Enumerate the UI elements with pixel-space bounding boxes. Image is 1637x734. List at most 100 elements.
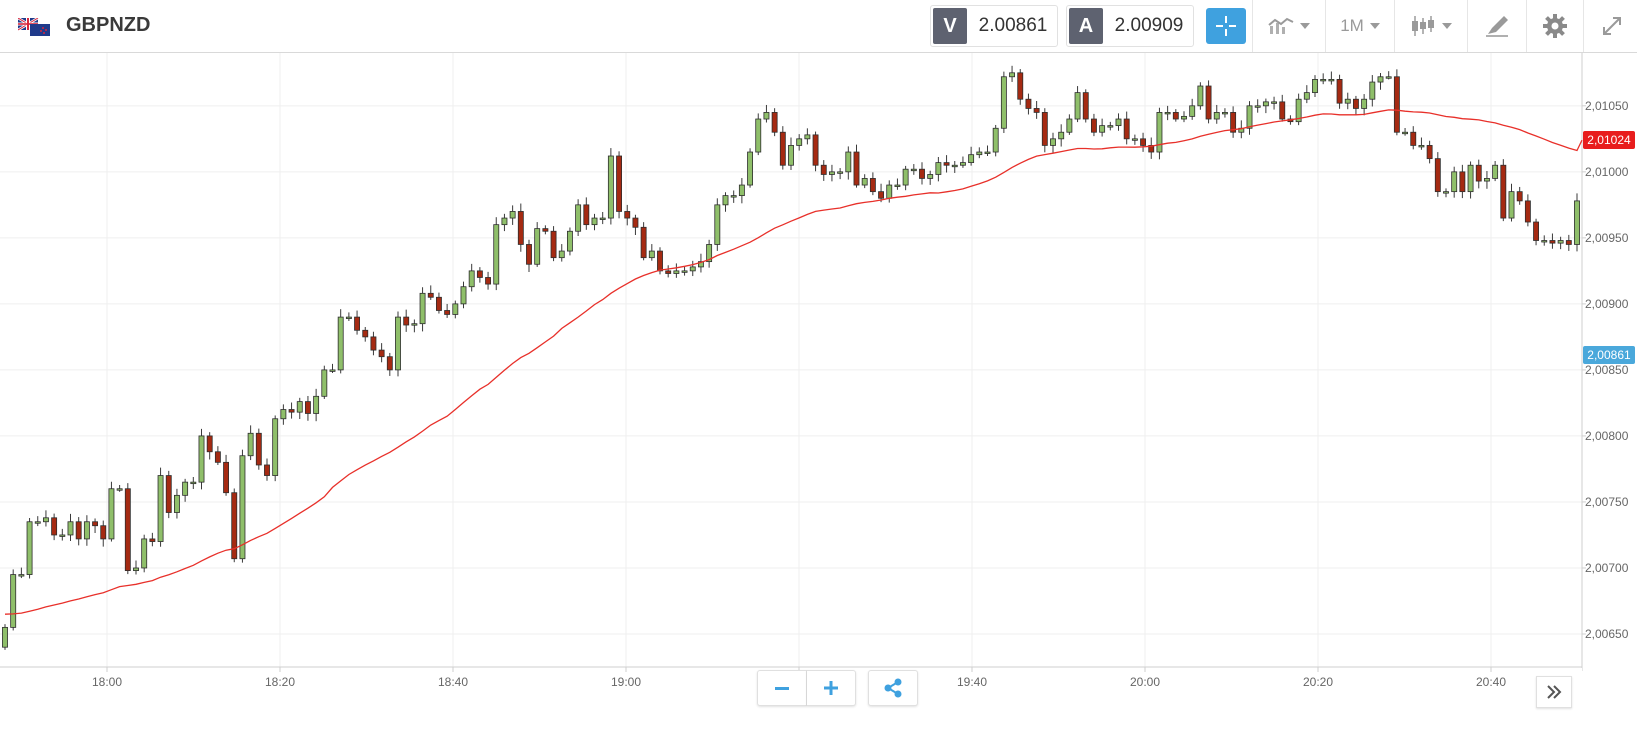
bear-candle xyxy=(853,151,860,186)
zoom-out-button[interactable] xyxy=(757,670,807,706)
chevron-down-icon xyxy=(1442,23,1452,29)
crosshair-icon xyxy=(1216,16,1236,36)
bull-candle xyxy=(534,228,541,265)
bull-candle xyxy=(1328,79,1335,82)
bull-candle xyxy=(116,488,123,491)
bear-candle xyxy=(1025,98,1032,109)
bull-candle xyxy=(1050,138,1056,146)
bull-candle xyxy=(313,395,320,414)
bear-candle xyxy=(657,250,663,272)
bull-candle xyxy=(419,292,426,325)
bull-candle xyxy=(395,316,401,371)
bear-candle xyxy=(362,329,369,338)
bear-candle xyxy=(1172,112,1179,120)
bear-candle xyxy=(1500,164,1507,219)
candlestick-chart[interactable]: 2,00650 2,00700 2,00750 2,00800 2,00850 2,009… xyxy=(0,53,1637,729)
bull-candle xyxy=(935,162,942,175)
bid-price-label: 2,00861 xyxy=(1583,346,1635,365)
bull-candle xyxy=(1320,79,1327,82)
bull-candle xyxy=(157,475,164,542)
drawing-tools-icon xyxy=(1486,16,1508,37)
bull-candle xyxy=(976,151,983,156)
crosshair-button[interactable] xyxy=(1206,8,1246,44)
bull-candle xyxy=(239,455,246,560)
bear-candle xyxy=(75,521,82,540)
bull-candle xyxy=(1312,79,1318,94)
settings-button[interactable] xyxy=(1526,0,1583,52)
chart-area[interactable]: 2,00650 2,00700 2,00750 2,00800 2,00850 2,009… xyxy=(0,53,1637,729)
fullscreen-button[interactable] xyxy=(1583,0,1637,52)
bull-candle xyxy=(959,162,966,166)
x-tick-label: 20:40 xyxy=(1476,675,1506,689)
x-tick-label: 19:40 xyxy=(957,675,987,689)
bear-candle xyxy=(1410,131,1417,146)
bull-candle xyxy=(1164,112,1171,115)
share-button[interactable] xyxy=(868,670,918,706)
bid-quote[interactable]: V 2.00861 xyxy=(930,5,1058,47)
x-tick-label: 19:00 xyxy=(611,675,641,689)
bear-candle xyxy=(869,178,876,193)
bear-candle xyxy=(632,217,639,228)
bull-candle xyxy=(2,626,8,648)
bull-candle xyxy=(558,250,565,259)
bull-candle xyxy=(951,164,958,168)
bull-candle xyxy=(1303,92,1310,100)
bull-candle xyxy=(788,145,794,166)
bull-candle xyxy=(1361,98,1368,109)
zoom-controls xyxy=(757,670,918,706)
bull-candle xyxy=(42,517,49,523)
bear-candle xyxy=(165,475,172,513)
bull-candle xyxy=(493,224,500,285)
bear-candle xyxy=(812,134,819,166)
bull-candle xyxy=(141,538,148,569)
bull-candle xyxy=(1574,200,1580,245)
bull-candle xyxy=(1418,145,1425,148)
bull-candle xyxy=(706,244,713,263)
x-tick-label: 20:20 xyxy=(1303,675,1333,689)
bull-candle xyxy=(452,303,459,315)
bull-candle xyxy=(1508,191,1515,219)
bear-candle xyxy=(779,131,786,166)
bear-candle xyxy=(1352,98,1359,109)
bear-candle xyxy=(1393,76,1400,133)
bull-candle xyxy=(1377,76,1384,83)
y-tick-label: 2,00900 xyxy=(1585,297,1629,311)
bull-candle xyxy=(272,418,279,476)
x-tick-label: 18:40 xyxy=(438,675,468,689)
chart-toolbar: GBPNZD V 2.00861 A 2.00909 xyxy=(0,0,1637,53)
bull-candle xyxy=(1385,76,1392,79)
scroll-to-latest-button[interactable] xyxy=(1536,676,1572,708)
drawing-tools-button[interactable] xyxy=(1467,0,1526,52)
gear-icon xyxy=(1543,14,1567,38)
bear-candle xyxy=(386,356,393,371)
bear-candle xyxy=(264,464,270,476)
bear-candle xyxy=(1148,145,1155,153)
bull-candle xyxy=(861,178,868,186)
ask-quote[interactable]: A 2.00909 xyxy=(1066,5,1194,47)
y-tick-label: 2,00800 xyxy=(1585,429,1629,443)
bear-candle xyxy=(1123,118,1130,140)
bear-candle xyxy=(517,211,524,245)
bear-candle xyxy=(550,230,557,259)
bear-candle xyxy=(149,538,156,542)
bull-candle xyxy=(1557,240,1564,244)
bear-candle xyxy=(1279,101,1286,120)
bull-candle xyxy=(648,250,655,259)
bull-candle xyxy=(984,151,991,154)
fullscreen-icon xyxy=(1603,17,1621,35)
bull-candle xyxy=(296,401,303,413)
bull-candle xyxy=(1295,98,1302,123)
indicators-button[interactable] xyxy=(1252,0,1325,52)
chevron-down-icon xyxy=(1369,23,1380,29)
timeframe-dropdown[interactable]: 1M xyxy=(1325,0,1394,52)
bear-candle xyxy=(304,401,311,414)
bull-candle xyxy=(755,118,762,153)
bull-candle xyxy=(173,494,180,513)
moving-average-line xyxy=(4,109,1583,615)
bull-candle xyxy=(992,127,999,153)
zoom-in-button[interactable] xyxy=(807,670,856,706)
bull-candle xyxy=(681,270,688,273)
y-tick-label: 2,00650 xyxy=(1585,627,1629,641)
chart-type-dropdown[interactable] xyxy=(1394,0,1467,52)
bear-candle xyxy=(1524,200,1531,223)
